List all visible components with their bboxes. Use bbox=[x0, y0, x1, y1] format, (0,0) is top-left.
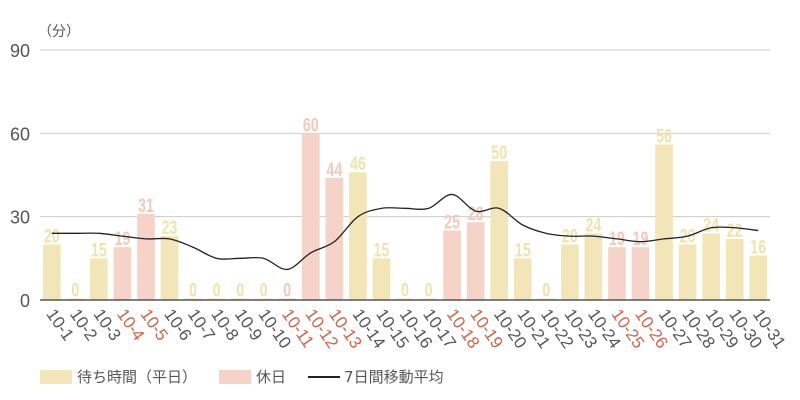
bar-value-label: 0 bbox=[542, 280, 550, 301]
weekday-bar bbox=[90, 258, 108, 300]
bar-value-label: 23 bbox=[162, 217, 178, 238]
holiday-bar bbox=[631, 247, 650, 300]
moving-average-line bbox=[51, 193, 759, 271]
legend-weekday: 待ち時間（平日） bbox=[40, 366, 197, 387]
weekday-bar bbox=[561, 244, 579, 300]
weekday-bar bbox=[490, 161, 509, 300]
y-tick-label: 0 bbox=[20, 291, 30, 311]
bar-value-label: 22 bbox=[727, 220, 743, 241]
bar-value-label: 28 bbox=[468, 203, 484, 224]
bar-value-label: 0 bbox=[283, 280, 291, 301]
holiday-bar bbox=[113, 247, 132, 300]
bar-value-label: 0 bbox=[236, 280, 244, 301]
weekday-bar bbox=[372, 258, 391, 300]
bar-value-label: 25 bbox=[444, 212, 460, 233]
y-tick-label: 60 bbox=[10, 124, 30, 144]
bar-value-label: 0 bbox=[189, 280, 197, 301]
weekday-swatch bbox=[40, 369, 72, 384]
bar-value-label: 46 bbox=[350, 153, 366, 174]
bar-value-label: 0 bbox=[71, 280, 79, 301]
bar-value-label: 15 bbox=[374, 239, 390, 260]
weekday-bar bbox=[349, 172, 367, 300]
weekday-bar bbox=[42, 244, 61, 300]
legend: 待ち時間（平日） 休日 7日間移動平均 bbox=[40, 366, 466, 387]
bar-value-label: 0 bbox=[425, 280, 433, 301]
weekday-bar bbox=[678, 244, 697, 300]
bar-value-label: 44 bbox=[326, 159, 342, 180]
weekday-bar bbox=[725, 238, 744, 300]
holiday-bar bbox=[301, 133, 320, 300]
weekday-bar bbox=[513, 258, 532, 300]
holiday-swatch bbox=[219, 369, 252, 384]
bar-value-label: 20 bbox=[44, 225, 60, 246]
legend-holiday-label: 休日 bbox=[256, 368, 287, 386]
bar-value-label: 50 bbox=[491, 142, 507, 163]
y-unit-label: （分） bbox=[38, 24, 80, 40]
holiday-bar bbox=[137, 213, 155, 300]
holiday-bar bbox=[443, 230, 461, 300]
y-tick-label: 90 bbox=[10, 41, 30, 61]
bar-value-label: 0 bbox=[260, 280, 268, 301]
weekday-bar bbox=[655, 144, 673, 300]
bar-value-label: 24 bbox=[703, 214, 719, 235]
bar-value-label: 19 bbox=[114, 228, 130, 249]
bar-value-label: 16 bbox=[750, 237, 766, 258]
legend-weekday-label: 待ち時間（平日） bbox=[77, 368, 198, 386]
weekday-bar bbox=[749, 255, 768, 300]
bar-value-label: 15 bbox=[515, 239, 531, 260]
bar-value-label: 60 bbox=[303, 114, 319, 135]
legend-average-label: 7日間移動平均 bbox=[344, 368, 444, 386]
bar-value-label: 56 bbox=[656, 125, 672, 146]
holiday-bar bbox=[466, 222, 485, 300]
weekday-bar bbox=[702, 233, 720, 300]
holiday-bar bbox=[608, 247, 626, 300]
bar-value-label: 19 bbox=[633, 228, 649, 249]
average-line-swatch bbox=[308, 375, 341, 378]
y-tick-label: 30 bbox=[10, 208, 30, 228]
bar-value-label: 24 bbox=[585, 214, 601, 235]
bar-value-label: 31 bbox=[138, 195, 154, 216]
legend-holiday: 休日 bbox=[219, 366, 286, 387]
bar-value-label: 0 bbox=[401, 280, 409, 301]
bar-value-label: 0 bbox=[213, 280, 221, 301]
holiday-bar bbox=[325, 177, 344, 300]
legend-average: 7日間移動平均 bbox=[308, 366, 444, 387]
bar-value-label: 15 bbox=[91, 239, 107, 260]
weekday-bar bbox=[584, 233, 603, 300]
weekday-bar bbox=[160, 236, 179, 300]
